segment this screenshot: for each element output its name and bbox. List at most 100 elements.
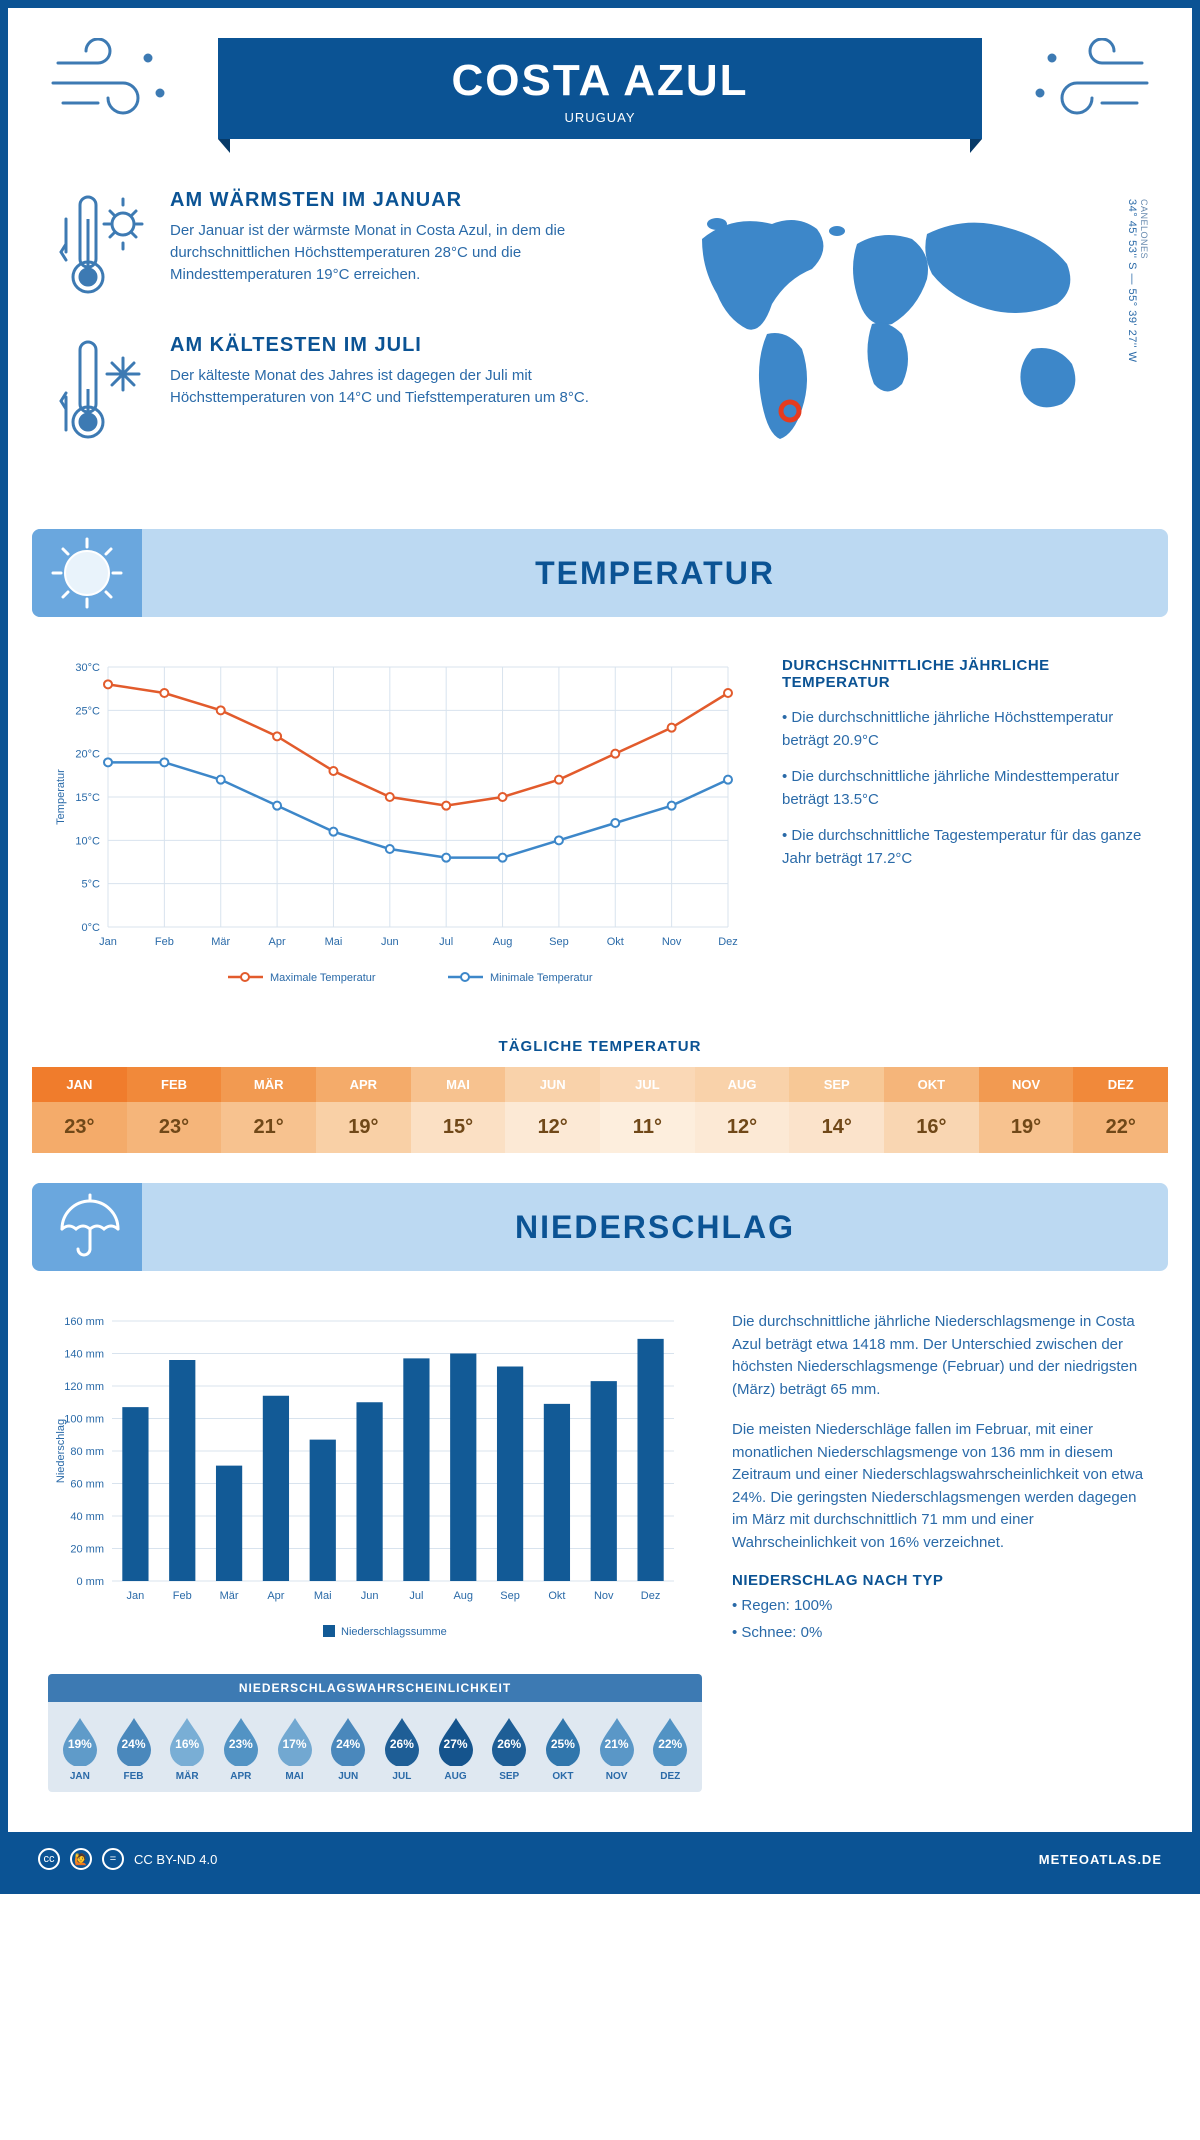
svg-text:Dez: Dez bbox=[718, 936, 738, 948]
prob-cell: 24%JUN bbox=[322, 1714, 374, 1782]
warmest-title: AM WÄRMSTEN IM JANUAR bbox=[170, 189, 622, 212]
warmest-block: AM WÄRMSTEN IM JANUAR Der Januar ist der… bbox=[58, 189, 622, 304]
nd-icon: = bbox=[102, 1848, 124, 1870]
page-subtitle: URUGUAY bbox=[258, 110, 942, 125]
coordinates: CANELONES 34° 45' 53'' S — 55° 39' 27'' … bbox=[1126, 199, 1150, 362]
precip-title: NIEDERSCHLAG bbox=[142, 1209, 1168, 1246]
daily-cell: AUG12° bbox=[695, 1067, 790, 1153]
daily-cell: JUL11° bbox=[600, 1067, 695, 1153]
daily-cell: FEB23° bbox=[127, 1067, 222, 1153]
precip-bar-chart: 0 mm20 mm40 mm60 mm80 mm100 mm120 mm140 … bbox=[48, 1311, 702, 1656]
thermometer-snow-icon bbox=[58, 334, 148, 449]
temp-info-item: • Die durchschnittliche Tagestemperatur … bbox=[782, 825, 1152, 870]
svg-text:Mai: Mai bbox=[314, 1590, 332, 1602]
daily-cell: APR19° bbox=[316, 1067, 411, 1153]
svg-text:Apr: Apr bbox=[267, 1590, 284, 1602]
svg-text:30°C: 30°C bbox=[75, 662, 100, 674]
svg-text:Nov: Nov bbox=[662, 936, 682, 948]
coords-value: 34° 45' 53'' S — 55° 39' 27'' W bbox=[1126, 199, 1138, 362]
svg-text:140 mm: 140 mm bbox=[64, 1349, 104, 1361]
title-banner: COSTA AZUL URUGUAY bbox=[218, 38, 982, 139]
prob-cell: 26%JUL bbox=[376, 1714, 428, 1782]
thermometer-sun-icon bbox=[58, 189, 148, 304]
prob-row: 19%JAN24%FEB16%MÄR23%APR17%MAI24%JUN26%J… bbox=[48, 1702, 702, 1792]
svg-text:Jan: Jan bbox=[127, 1590, 145, 1602]
prob-cell: 16%MÄR bbox=[161, 1714, 213, 1782]
temp-info-item: • Die durchschnittliche jährliche Mindes… bbox=[782, 766, 1152, 811]
daily-temp-table: JAN23°FEB23°MÄR21°APR19°MAI15°JUN12°JUL1… bbox=[32, 1067, 1168, 1153]
svg-text:25°C: 25°C bbox=[75, 705, 100, 717]
umbrella-icon bbox=[32, 1183, 142, 1271]
svg-text:Minimale Temperatur: Minimale Temperatur bbox=[490, 972, 593, 984]
svg-text:Aug: Aug bbox=[453, 1590, 473, 1602]
prob-cell: 17%MAI bbox=[269, 1714, 321, 1782]
daily-cell: MÄR21° bbox=[221, 1067, 316, 1153]
temp-info-title: DURCHSCHNITTLICHE JÄHRLICHE TEMPERATUR bbox=[782, 657, 1152, 691]
svg-text:Mai: Mai bbox=[325, 936, 343, 948]
coldest-title: AM KÄLTESTEN IM JULI bbox=[170, 334, 622, 357]
svg-text:40 mm: 40 mm bbox=[70, 1511, 104, 1523]
sun-icon bbox=[32, 529, 142, 617]
daily-cell: SEP14° bbox=[789, 1067, 884, 1153]
wind-right-icon bbox=[1022, 38, 1152, 133]
wind-left-icon bbox=[48, 38, 178, 133]
svg-text:Apr: Apr bbox=[269, 936, 286, 948]
svg-text:Maximale Temperatur: Maximale Temperatur bbox=[270, 972, 376, 984]
cc-icon: cc bbox=[38, 1848, 60, 1870]
svg-text:0 mm: 0 mm bbox=[77, 1576, 105, 1588]
svg-text:100 mm: 100 mm bbox=[64, 1414, 104, 1426]
daily-cell: OKT16° bbox=[884, 1067, 979, 1153]
svg-text:Mär: Mär bbox=[220, 1590, 239, 1602]
svg-text:Sep: Sep bbox=[549, 936, 569, 948]
prob-title: NIEDERSCHLAGSWAHRSCHEINLICHKEIT bbox=[48, 1674, 702, 1702]
svg-text:Feb: Feb bbox=[173, 1590, 192, 1602]
temperature-line-chart: 0°C5°C10°C15°C20°C25°C30°CJanFebMärAprMa… bbox=[48, 657, 752, 1002]
svg-text:160 mm: 160 mm bbox=[64, 1316, 104, 1328]
footer: cc 🙋 = CC BY-ND 4.0 METEOATLAS.DE bbox=[8, 1832, 1192, 1886]
world-map: CANELONES 34° 45' 53'' S — 55° 39' 27'' … bbox=[662, 189, 1142, 479]
prob-cell: 25%OKT bbox=[537, 1714, 589, 1782]
svg-text:Feb: Feb bbox=[155, 936, 174, 948]
svg-text:20°C: 20°C bbox=[75, 749, 100, 761]
svg-text:15°C: 15°C bbox=[75, 792, 100, 804]
svg-text:80 mm: 80 mm bbox=[70, 1446, 104, 1458]
license-text: CC BY-ND 4.0 bbox=[134, 1852, 217, 1867]
svg-text:Jun: Jun bbox=[381, 936, 399, 948]
precip-type-title: NIEDERSCHLAG NACH TYP bbox=[732, 1572, 1152, 1589]
header: COSTA AZUL URUGUAY bbox=[8, 8, 1192, 159]
intro-section: AM WÄRMSTEN IM JANUAR Der Januar ist der… bbox=[8, 159, 1192, 519]
precip-rain: • Regen: 100% bbox=[732, 1595, 1152, 1618]
svg-text:Niederschlag: Niederschlag bbox=[55, 1419, 67, 1483]
svg-text:Mär: Mär bbox=[211, 936, 230, 948]
precip-text-block: Die durchschnittliche jährliche Niedersc… bbox=[732, 1311, 1152, 1792]
coords-region: CANELONES bbox=[1139, 199, 1149, 259]
svg-text:10°C: 10°C bbox=[75, 835, 100, 847]
site-name: METEOATLAS.DE bbox=[1039, 1852, 1162, 1867]
daily-cell: JUN12° bbox=[505, 1067, 600, 1153]
page-title: COSTA AZUL bbox=[258, 56, 942, 106]
svg-text:0°C: 0°C bbox=[82, 922, 101, 934]
prob-cell: 22%DEZ bbox=[644, 1714, 696, 1782]
by-icon: 🙋 bbox=[70, 1848, 92, 1870]
svg-text:Jul: Jul bbox=[409, 1590, 423, 1602]
prob-cell: 24%FEB bbox=[108, 1714, 160, 1782]
svg-text:120 mm: 120 mm bbox=[64, 1381, 104, 1393]
temp-title: TEMPERATUR bbox=[142, 555, 1168, 592]
daily-temp-title: TÄGLICHE TEMPERATUR bbox=[8, 1038, 1192, 1055]
prob-cell: 21%NOV bbox=[591, 1714, 643, 1782]
svg-text:Niederschlagssumme: Niederschlagssumme bbox=[341, 1626, 447, 1638]
svg-text:20 mm: 20 mm bbox=[70, 1544, 104, 1556]
daily-cell: NOV19° bbox=[979, 1067, 1074, 1153]
temp-info: DURCHSCHNITTLICHE JÄHRLICHE TEMPERATUR •… bbox=[782, 657, 1152, 1002]
svg-text:Okt: Okt bbox=[607, 936, 624, 948]
svg-text:5°C: 5°C bbox=[82, 879, 101, 891]
precip-section-header: NIEDERSCHLAG bbox=[32, 1183, 1168, 1271]
precip-p2: Die meisten Niederschläge fallen im Febr… bbox=[732, 1419, 1152, 1554]
temp-info-item: • Die durchschnittliche jährliche Höchst… bbox=[782, 707, 1152, 752]
svg-text:Sep: Sep bbox=[500, 1590, 520, 1602]
svg-text:Jun: Jun bbox=[361, 1590, 379, 1602]
svg-text:Aug: Aug bbox=[493, 936, 513, 948]
prob-cell: 27%AUG bbox=[430, 1714, 482, 1782]
svg-text:Nov: Nov bbox=[594, 1590, 614, 1602]
daily-cell: DEZ22° bbox=[1073, 1067, 1168, 1153]
